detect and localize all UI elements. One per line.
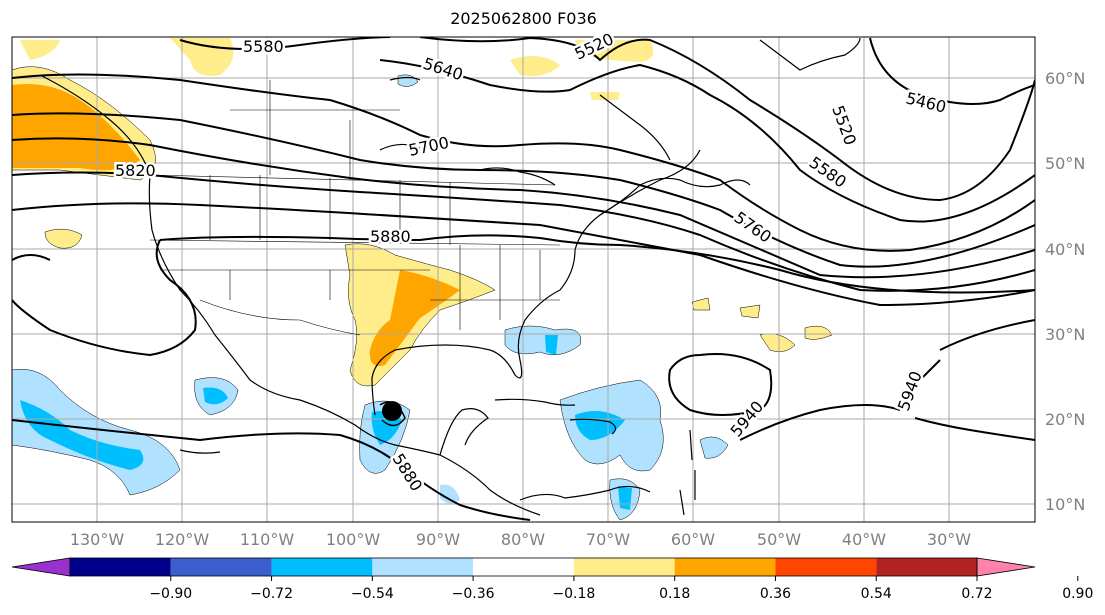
lat-label: 60°N xyxy=(1045,69,1085,88)
latitude-labels: 60°N 50°N 40°N 30°N 20°N 10°N xyxy=(1045,69,1085,514)
colorbar-tick-label: 0.90 xyxy=(1062,586,1093,602)
colorbar-tick-label: −0.18 xyxy=(552,586,595,602)
colorbar-extend-high xyxy=(976,557,1036,577)
lon-label: 80°W xyxy=(501,530,545,549)
colorbar-swatch xyxy=(70,558,171,576)
colorbar-swatch xyxy=(573,558,675,576)
colorbar-tick-label: −0.54 xyxy=(351,586,394,602)
lat-label: 50°N xyxy=(1045,154,1085,173)
contour-label: 5580 xyxy=(243,37,284,56)
colorbar-swatch xyxy=(170,558,272,576)
lat-label: 30°N xyxy=(1045,325,1085,344)
lat-label: 40°N xyxy=(1045,240,1085,259)
lon-label: 100°W xyxy=(326,530,381,549)
lon-label: 130°W xyxy=(70,530,125,549)
lon-label: 30°W xyxy=(927,530,971,549)
map-area xyxy=(12,37,1035,522)
colorbar-swatch xyxy=(674,558,776,576)
colorbar-tick-label: 0.72 xyxy=(961,586,992,602)
contour-label: 5640 xyxy=(421,54,466,85)
lon-label: 60°W xyxy=(671,530,715,549)
map-frame xyxy=(11,36,1036,523)
colorbar: −0.90 −0.72 −0.54 −0.36 −0.18 0.18 0.36 0.54 0.7… xyxy=(11,557,1093,602)
contour-label-group: 5580 5520 5640 5460 5520 5700 5580 5820 … xyxy=(113,27,951,497)
contour-label: 5700 xyxy=(407,133,451,160)
lat-label: 10°N xyxy=(1045,495,1085,514)
lon-label: 40°W xyxy=(842,530,886,549)
lon-label: 70°W xyxy=(586,530,630,549)
colorbar-swatch xyxy=(876,558,977,576)
contour-label: 5880 xyxy=(370,227,411,246)
lon-label: 110°W xyxy=(240,530,295,549)
longitude-labels: 130°W 120°W 110°W 100°W 90°W 80°W 70°W 6… xyxy=(70,530,971,549)
lon-label: 90°W xyxy=(416,530,460,549)
anomaly-fills xyxy=(12,38,833,521)
colorbar-tick-label: −0.36 xyxy=(452,586,495,602)
contour-label: 5820 xyxy=(115,161,156,180)
lon-label: 50°W xyxy=(757,530,801,549)
colorbar-tick-label: 0.18 xyxy=(659,586,690,602)
colorbar-swatch xyxy=(372,558,474,576)
contour-label: 5460 xyxy=(904,88,948,116)
lon-label: 120°W xyxy=(155,530,210,549)
storm-center-marker xyxy=(379,401,406,427)
lat-label: 20°N xyxy=(1045,410,1085,429)
coastlines xyxy=(39,37,861,516)
colorbar-tick-label: 0.36 xyxy=(760,586,791,602)
colorbar-swatch xyxy=(775,558,877,576)
colorbar-outline xyxy=(69,557,978,577)
height-contours xyxy=(12,37,1035,521)
contour-label: 5520 xyxy=(828,103,860,148)
colorbar-swatch xyxy=(473,558,574,576)
colorbar-extend-low xyxy=(11,557,71,577)
colorbar-tick-label: −0.72 xyxy=(250,586,293,602)
colorbar-tick-label: 0.54 xyxy=(861,586,892,602)
map-title: 2025062800 F036 xyxy=(450,9,597,28)
contour-label: 5940 xyxy=(894,369,926,414)
colorbar-swatch xyxy=(271,558,373,576)
contour-label: 5880 xyxy=(389,450,427,495)
contour-label: 5580 xyxy=(806,153,850,192)
colorbar-tick-label: −0.90 xyxy=(149,586,192,602)
